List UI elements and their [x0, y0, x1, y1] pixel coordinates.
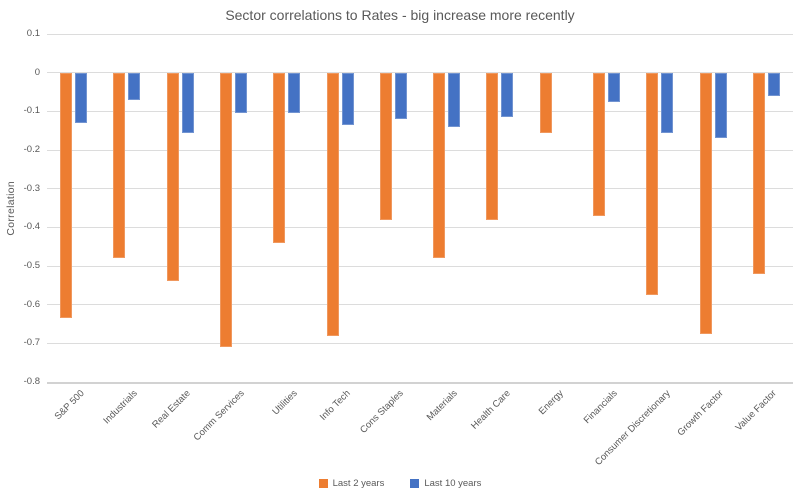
y-tick-label: -0.6: [23, 298, 40, 310]
bar-last-10-years-real-estate: [181, 72, 194, 133]
bar-last-2-years-energy: [539, 72, 552, 133]
gridline: [47, 110, 793, 112]
bar-last-10-years-financials: [608, 72, 620, 102]
bar-last-10-years-value-factor: [767, 72, 780, 96]
gridline: [47, 342, 793, 344]
plot-area: [47, 33, 793, 384]
x-axis-label-financials: Financials: [581, 388, 620, 427]
y-tick-label: -0.3: [23, 182, 40, 194]
gridline: [47, 188, 793, 190]
bar-last-10-years-industrials: [128, 72, 141, 100]
x-axis-label-materials: Materials: [424, 388, 460, 424]
gridline: [47, 304, 793, 306]
y-tick-label: -0.4: [23, 221, 40, 233]
legend-label: Last 2 years: [332, 478, 385, 489]
y-tick-label: -0.1: [23, 105, 40, 117]
y-tick-label: -0.5: [23, 260, 40, 271]
x-axis-label-value-factor: Value Factor: [733, 388, 780, 434]
bar-last-10-years-growth-factor: [714, 72, 727, 139]
legend: Last 2 years Last 10 years: [0, 478, 800, 489]
bar-last-2-years-info-tech: [326, 72, 339, 336]
y-tick-label: 0.1: [26, 28, 40, 39]
bar-last-10-years-health-care: [501, 72, 514, 118]
y-tick-label: -0.7: [23, 337, 40, 349]
bar-last-10-years-utilities: [288, 72, 301, 114]
bar-last-2-years-materials: [433, 72, 446, 259]
legend-item-last-2-years: Last 2 years: [318, 478, 385, 489]
x-axis-label-utilities: Utilities: [270, 388, 300, 418]
x-axis-label-health-care: Health Care: [469, 388, 513, 432]
y-tick-label: 0: [34, 66, 40, 78]
bar-last-2-years-real-estate: [166, 72, 179, 282]
x-axis-label-growth-factor: Growth Factor: [675, 388, 726, 439]
legend-swatch: [410, 479, 420, 488]
x-axis-label-cons-staples: Cons Staples: [358, 388, 407, 436]
chart-title: Sector correlations to Rates - big incre…: [225, 7, 575, 23]
gridline: [47, 381, 793, 384]
bar-last-2-years-value-factor: [752, 72, 765, 274]
x-axis-label-info-tech: Info Tech: [317, 388, 353, 423]
gridline: [47, 265, 793, 267]
bar-last-2-years-financials: [593, 72, 605, 216]
bar-last-10-years-s-p-500: [75, 72, 88, 123]
x-axis-label-real-estate: Real Estate: [150, 388, 193, 431]
bar-last-2-years-comm-services: [220, 72, 232, 348]
bar-last-2-years-growth-factor: [699, 72, 712, 334]
bar-last-2-years-consumer-discretionary: [646, 72, 659, 295]
legend-swatch: [318, 479, 328, 488]
x-axis-label-s-p-500: S&P 500: [52, 388, 87, 423]
x-axis-label-industrials: Industrials: [101, 388, 140, 427]
bar-last-10-years-consumer-discretionary: [661, 72, 674, 133]
x-axis-label-energy: Energy: [536, 388, 566, 418]
gridline: [47, 72, 793, 74]
legend-label: Last 10 years: [424, 478, 482, 489]
gridline: [47, 33, 793, 35]
bar-last-2-years-s-p-500: [60, 72, 73, 319]
gridline: [47, 149, 793, 151]
y-tick-label: -0.2: [23, 144, 40, 155]
bar-last-2-years-utilities: [273, 72, 286, 243]
gridline: [47, 226, 793, 228]
bar-last-2-years-industrials: [113, 72, 126, 259]
bar-last-10-years-materials: [448, 72, 461, 127]
y-axis-title: Correlation: [5, 180, 17, 236]
bar-last-2-years-cons-staples: [379, 72, 392, 220]
bar-last-10-years-comm-services: [235, 72, 247, 114]
bar-last-10-years-info-tech: [341, 72, 354, 125]
bar-last-2-years-health-care: [486, 72, 499, 220]
y-tick-label: -0.8: [23, 376, 40, 387]
legend-item-last-10-years: Last 10 years: [410, 478, 481, 489]
x-axis-label-comm-services: Comm Services: [191, 388, 247, 444]
bar-last-10-years-cons-staples: [394, 72, 407, 120]
